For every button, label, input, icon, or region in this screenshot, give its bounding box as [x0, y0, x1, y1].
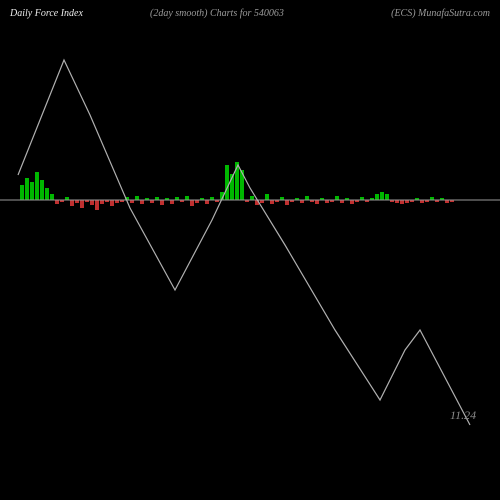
histogram-bar	[385, 194, 389, 200]
histogram-bar	[400, 200, 404, 204]
histogram-bars	[20, 162, 454, 210]
histogram-bar	[375, 194, 379, 200]
histogram-bar	[250, 196, 254, 200]
histogram-bar	[45, 188, 49, 200]
title-right: (ECS) MunafaSutra.com	[391, 8, 490, 19]
histogram-bar	[160, 200, 164, 205]
histogram-bar	[335, 196, 339, 200]
histogram-bar	[185, 196, 189, 200]
histogram-bar	[100, 200, 104, 204]
histogram-bar	[305, 196, 309, 200]
histogram-bar	[25, 178, 29, 200]
last-price-label: 11.24	[450, 408, 476, 423]
histogram-bar	[20, 185, 24, 200]
title-mid: (2day smooth) Charts for 540063	[150, 8, 284, 19]
histogram-bar	[225, 165, 229, 200]
histogram-bar	[90, 200, 94, 205]
histogram-bar	[270, 200, 274, 204]
histogram-bar	[55, 200, 59, 204]
histogram-bar	[205, 200, 209, 204]
histogram-bar	[170, 200, 174, 204]
histogram-bar	[285, 200, 289, 205]
histogram-bar	[190, 200, 194, 206]
title-left: Daily Force Index	[10, 8, 83, 19]
histogram-bar	[70, 200, 74, 206]
histogram-bar	[135, 196, 139, 200]
chart-header: Daily Force Index (2day smooth) Charts f…	[0, 8, 500, 19]
histogram-bar	[40, 180, 44, 200]
histogram-bar	[95, 200, 99, 210]
histogram-bar	[140, 200, 144, 204]
force-index-chart	[0, 30, 500, 470]
histogram-bar	[80, 200, 84, 208]
histogram-bar	[380, 192, 384, 200]
histogram-bar	[265, 194, 269, 200]
histogram-bar	[110, 200, 114, 206]
histogram-bar	[50, 194, 54, 200]
histogram-bar	[35, 172, 39, 200]
histogram-bar	[350, 200, 354, 204]
histogram-bar	[315, 200, 319, 204]
price-polyline	[18, 60, 470, 425]
histogram-bar	[30, 182, 34, 200]
